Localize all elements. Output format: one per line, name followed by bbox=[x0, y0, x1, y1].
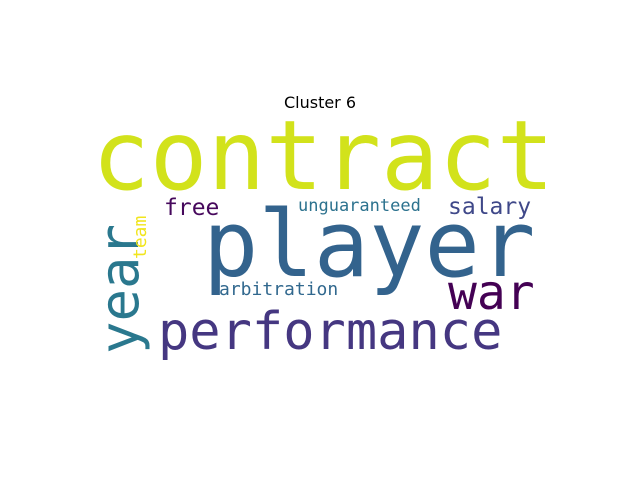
word-performance: performance bbox=[158, 302, 502, 362]
word-salary: salary bbox=[448, 194, 531, 220]
word-war: war bbox=[448, 265, 535, 321]
word-year: year bbox=[88, 224, 151, 354]
word-player: player bbox=[203, 191, 535, 298]
word-contract: contract bbox=[92, 100, 554, 212]
word-free: free bbox=[164, 195, 219, 221]
word-unguaranteed: unguaranteed bbox=[298, 196, 421, 216]
word-arbitration: arbitration bbox=[219, 279, 338, 300]
word-team: team bbox=[130, 216, 151, 259]
figure-title: Cluster 6 bbox=[283, 93, 357, 112]
